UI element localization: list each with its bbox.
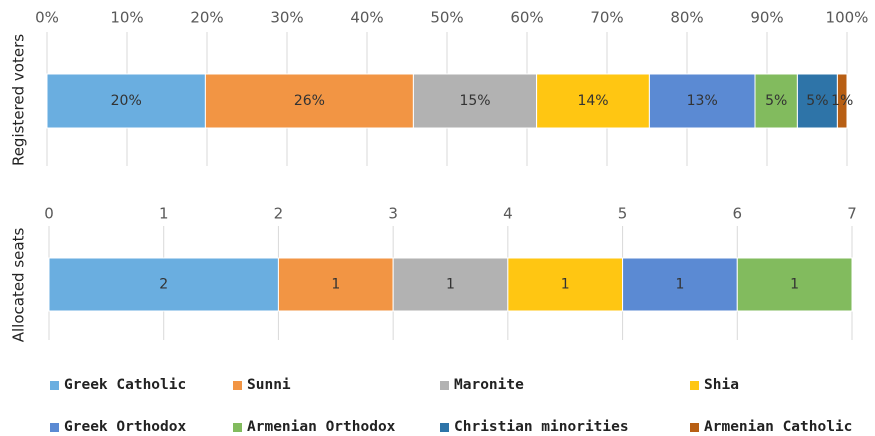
x-tick-label: 70% <box>590 9 623 27</box>
x-tick-label: 4 <box>503 205 513 223</box>
x-tick-label: 1 <box>159 205 169 223</box>
bar-segment <box>648 73 756 129</box>
data-label: 20% <box>111 93 142 109</box>
x-tick-label: 6 <box>733 205 743 223</box>
bar-segment <box>204 73 414 129</box>
bar-segment <box>754 73 798 129</box>
legend-label: Sunni <box>247 377 291 393</box>
data-label: 1 <box>675 277 684 293</box>
data-label: 13% <box>687 93 718 109</box>
data-label: 15% <box>459 93 490 109</box>
x-tick-label: 5 <box>618 205 628 223</box>
data-label: 5% <box>765 93 787 109</box>
legend-swatch <box>690 423 699 432</box>
x-tick-label: 90% <box>750 9 783 27</box>
x-tick-label: 0 <box>44 205 54 223</box>
legend-swatch <box>440 423 449 432</box>
legend-label: Armenian Catholic <box>704 419 852 435</box>
bar-segment <box>796 73 838 129</box>
x-tick-label: 30% <box>270 9 303 27</box>
data-label: 1% <box>831 93 853 109</box>
x-tick-label: 60% <box>510 9 543 27</box>
legend-swatch <box>233 381 242 390</box>
legend-label: Greek Orthodox <box>64 419 186 435</box>
bar-segment <box>622 257 738 312</box>
bar-segment <box>392 257 509 312</box>
legend-swatch <box>50 423 59 432</box>
data-label: 2 <box>159 277 168 293</box>
data-label: 1 <box>446 277 455 293</box>
x-tick-label: 50% <box>430 9 463 27</box>
y-axis-title: Allocated seats <box>10 228 28 343</box>
bar-segment <box>507 257 624 312</box>
x-tick-label: 80% <box>670 9 703 27</box>
legend-label: Maronite <box>454 377 524 393</box>
bar-segment <box>536 73 650 129</box>
data-label: 14% <box>577 93 608 109</box>
bar-segment <box>48 257 279 312</box>
legend-label: Shia <box>704 377 739 393</box>
x-tick-label: 100% <box>826 9 869 27</box>
data-label: 5% <box>806 93 828 109</box>
x-tick-label: 3 <box>388 205 398 223</box>
legend-label: Armenian Orthodox <box>247 419 396 435</box>
data-label: 1 <box>331 277 340 293</box>
bar-segment <box>736 257 853 312</box>
bar-segment <box>46 73 206 129</box>
bar-segment <box>277 257 394 312</box>
bar-segment <box>836 73 848 129</box>
data-label: 1 <box>790 277 799 293</box>
legend-swatch <box>233 423 242 432</box>
legend-swatch <box>440 381 449 390</box>
x-tick-label: 40% <box>350 9 383 27</box>
bar-segment <box>412 73 538 129</box>
legend-swatch <box>50 381 59 390</box>
data-label: 26% <box>294 93 325 109</box>
legend-swatch <box>690 381 699 390</box>
legend-label: Christian minorities <box>454 419 629 435</box>
x-tick-label: 7 <box>847 205 857 223</box>
x-tick-label: 10% <box>110 9 143 27</box>
x-tick-label: 0% <box>35 9 59 27</box>
x-tick-label: 2 <box>274 205 284 223</box>
legend-label: Greek Catholic <box>64 377 186 393</box>
y-axis-title: Registered voters <box>10 34 28 166</box>
x-tick-label: 20% <box>190 9 223 27</box>
data-label: 1 <box>561 277 570 293</box>
